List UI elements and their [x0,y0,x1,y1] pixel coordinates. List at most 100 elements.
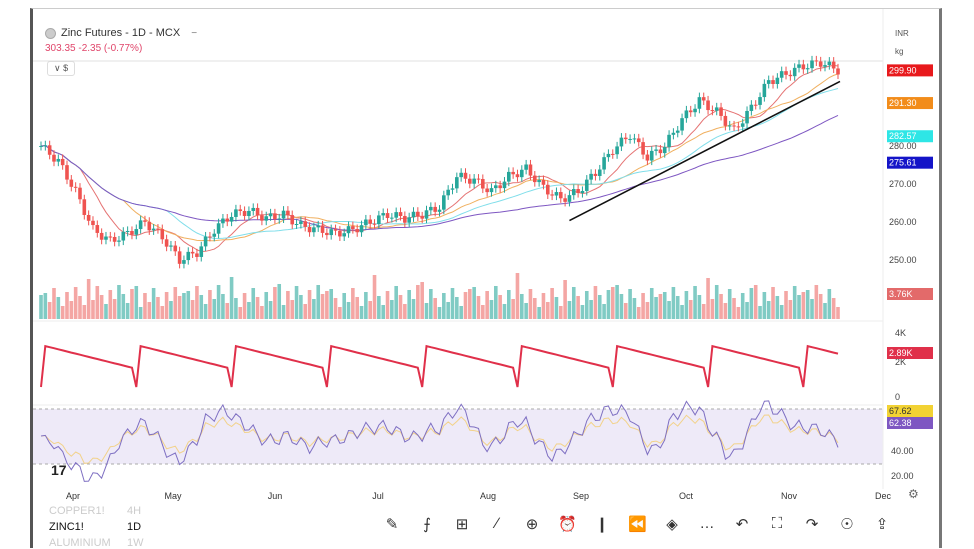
volume-bar [701,304,706,319]
undo-icon[interactable]: ↶ [735,516,749,533]
volume-bar [437,307,442,319]
candle [238,209,243,211]
symbol-list-item[interactable]: ZINC1! 1D [49,521,141,533]
indicator-label-bg [887,347,933,359]
symbol-title: Zinc Futures - 1D - MCX [61,27,181,39]
candle [437,209,442,212]
volume-bar [216,285,221,319]
candle [511,171,515,175]
volume-bar [727,289,732,319]
candle [403,216,407,223]
candle [701,97,706,101]
trend-tool-icon[interactable]: ∕ [495,515,499,532]
volume-bar [602,304,606,319]
volume-bar [333,298,338,319]
price-label-bg [887,130,933,143]
candle [429,206,433,211]
candle [47,145,52,155]
volume-bar [788,300,793,319]
candles-icon[interactable]: ❙ [595,516,609,533]
candle [775,77,780,85]
volume-bar [203,304,208,319]
candle [442,195,446,210]
candle [810,60,814,69]
candle [225,218,230,222]
candle [307,226,312,233]
minimize-legend-button[interactable]: − [191,27,198,39]
candle [52,154,56,162]
layers-icon[interactable]: ◈ [666,516,678,533]
volume-bar [498,295,502,319]
alert-icon[interactable]: ⏰ [558,516,577,533]
redo-icon[interactable]: ↷ [805,516,819,533]
candle [364,219,368,226]
volume-bar [697,295,702,319]
symbol-timeframe: 4H [127,505,142,517]
volume-bar [623,303,628,319]
currency-select[interactable]: INR [895,29,909,38]
volume-bar [827,289,832,319]
candle [472,178,476,184]
symbol-header[interactable]: Zinc Futures - 1D - MCX − [45,27,197,39]
candle [537,180,541,183]
symbol-name: COPPER1! [49,505,105,517]
candle [151,228,156,231]
month-label: Nov [781,491,798,501]
candle [771,80,775,85]
volume-bar [831,298,836,319]
month-label: May [164,491,182,501]
volume-bar [156,297,160,319]
volume-bar [372,275,377,319]
volume-bar [576,296,580,319]
candle [823,65,827,67]
candle [550,194,554,196]
volume-bar [86,279,91,319]
candle [654,149,658,151]
volume-bar [182,293,186,319]
rsi-axis-label: 40.00 [891,446,914,456]
share-icon[interactable]: ⇪ [875,516,889,533]
candle [710,110,715,112]
volume-bar [645,302,650,319]
unit-select[interactable]: kg [895,47,904,56]
volume-bar [628,289,632,319]
candle [290,215,295,225]
volume-bar [641,293,645,319]
brush-icon[interactable]: ✎ [385,516,399,533]
candle [641,142,645,155]
candle [177,251,182,264]
collapse-indicators-button[interactable]: ∨ $ [47,61,76,76]
volume-bar [112,299,117,319]
more-icon[interactable]: … [699,515,715,532]
volume-bar [805,290,810,319]
volume-bar [433,298,437,319]
candle [143,220,147,222]
lightbulb-icon[interactable]: ☉ [840,516,854,533]
volume-bar [199,295,204,319]
symbol-timeframe: 1D [127,521,142,533]
volume-bar [385,291,390,319]
grid-icon[interactable]: ⊞ [455,516,469,533]
candle [463,172,468,179]
symbol-list-item[interactable]: ALUMINIUM 1W [49,537,144,549]
rsi-label: 62.38 [889,418,912,428]
volume-bar [134,286,139,319]
volume-bar [468,289,472,319]
volume-bar [455,297,459,319]
candle [528,164,533,176]
chart-canvas[interactable]: 280.00 270.00 260.00 250.00 299.90 291.30 282.… [33,9,939,509]
symbol-list-item[interactable]: COPPER1! 4H [49,505,141,517]
add-icon[interactable]: ⊕ [525,516,539,533]
indicators-icon[interactable]: ⨍ [423,516,431,533]
volume-bar [550,288,554,319]
candle [281,210,286,219]
rsi-label: 67.62 [889,406,912,416]
fullscreen-icon[interactable]: ⛶ [771,515,783,532]
candle [814,60,819,62]
volume-bar [117,285,121,319]
replay-icon[interactable]: ⏪ [628,516,647,533]
volume-bar [299,295,303,319]
volume-bar [351,288,355,319]
volume-bar [706,278,710,319]
settings-icon[interactable]: ⚙ [908,487,919,501]
